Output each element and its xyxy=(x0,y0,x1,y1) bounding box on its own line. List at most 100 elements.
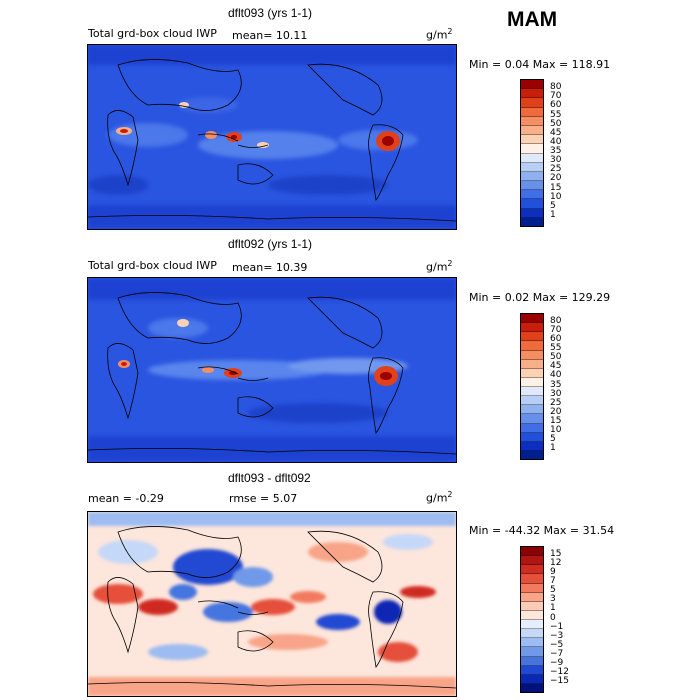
colorbar-tick-label: 1 xyxy=(550,442,556,453)
colorbar-tick-label: 5 xyxy=(550,433,556,444)
colorbar-swatch xyxy=(521,153,543,163)
panel-1-colorbar xyxy=(520,79,544,227)
colorbar-tick-label: 25 xyxy=(550,397,562,408)
panel-1-hotspots xyxy=(116,102,400,151)
colorbar-swatch xyxy=(521,350,543,360)
colorbar-swatch xyxy=(521,116,543,126)
colorbar-tick-label: −15 xyxy=(550,675,569,686)
colorbar-tick-label: 10 xyxy=(550,191,562,202)
colorbar-tick-label: 7 xyxy=(550,576,556,587)
colorbar-swatch xyxy=(521,441,543,451)
colorbar-tick-label: 10 xyxy=(550,424,562,435)
colorbar-tick-label: 50 xyxy=(550,352,562,363)
colorbar-swatch xyxy=(521,610,543,620)
colorbar-swatch xyxy=(521,217,543,226)
colorbar-tick-label: 20 xyxy=(550,406,562,417)
colorbar-swatch xyxy=(521,592,543,602)
colorbar-tick-label: −5 xyxy=(550,639,564,650)
panel-2-hotspots xyxy=(118,319,398,386)
colorbar-swatch xyxy=(521,199,543,209)
colorbar-swatch xyxy=(521,583,543,593)
panel-2-colorbar-labels: 80 70 60 55 50 45 40 35 30 25 20 15 10 5 1 xyxy=(550,313,580,458)
colorbar-swatch xyxy=(521,144,543,154)
panel-3-rmse: rmse = 5.07 xyxy=(229,492,298,505)
colorbar-swatch xyxy=(521,135,543,145)
colorbar-swatch xyxy=(521,396,543,406)
panel-3-colorbar-labels: 15 12 9 7 5 3 1 0 −1 −3 −5 −7 −9 −12 −15 xyxy=(550,546,580,691)
colorbar-tick-label: −1 xyxy=(550,621,564,632)
colorbar-tick-label: 40 xyxy=(550,136,562,147)
colorbar-swatch xyxy=(521,80,543,90)
colorbar-swatch xyxy=(521,332,543,342)
panel-3-coastlines xyxy=(88,526,456,689)
colorbar-tick-label: 0 xyxy=(550,612,556,623)
colorbar-tick-label: −7 xyxy=(550,648,564,659)
colorbar-swatch xyxy=(521,638,543,648)
colorbar-swatch xyxy=(521,125,543,136)
colorbar-tick-label: 1 xyxy=(550,603,556,614)
panel-2-variable-label: Total grd-box cloud IWP xyxy=(88,259,217,272)
panel-3-minmax: Min = -44.32 Max = 31.54 xyxy=(469,524,615,537)
panel-1-minmax: Min = 0.04 Max = 118.91 xyxy=(469,58,611,71)
colorbar-tick-label: 80 xyxy=(550,82,562,93)
colorbar-tick-label: 35 xyxy=(550,146,562,156)
colorbar-swatch xyxy=(521,98,543,108)
colorbar-tick-label: 25 xyxy=(550,164,562,175)
colorbar-swatch xyxy=(521,450,543,459)
colorbar-swatch xyxy=(521,323,543,333)
colorbar-tick-label: 30 xyxy=(550,155,562,166)
colorbar-tick-label: 80 xyxy=(550,316,562,327)
panel-2-title: dflt092 (yrs 1-1) xyxy=(228,237,313,251)
colorbar-tick-label: 30 xyxy=(550,388,562,399)
colorbar-tick-label: 70 xyxy=(550,325,562,336)
panel-1-mean: mean= 10.11 xyxy=(232,29,308,42)
panel-3-mean: mean = -0.29 xyxy=(88,492,164,505)
colorbar-swatch xyxy=(521,405,543,415)
colorbar-swatch xyxy=(521,359,543,369)
colorbar-tick-label: 40 xyxy=(550,370,562,381)
panel-2-map xyxy=(87,277,457,463)
panel-3-map xyxy=(87,511,457,697)
colorbar-tick-label: 55 xyxy=(550,109,562,120)
colorbar-swatch xyxy=(521,414,543,424)
panel-2-coastlines xyxy=(88,292,456,455)
panel-1-coastlines xyxy=(88,59,456,222)
colorbar-tick-label: 15 xyxy=(550,415,562,426)
panel-1-title: dflt093 (yrs 1-1) xyxy=(228,6,313,20)
colorbar-swatch xyxy=(521,629,543,639)
colorbar-swatch xyxy=(521,665,543,675)
colorbar-tick-label: 1 xyxy=(550,209,556,220)
colorbar-tick-label: 35 xyxy=(550,379,562,390)
colorbar-swatch xyxy=(521,432,543,442)
colorbar-tick-label: 45 xyxy=(550,127,562,138)
panel-2-units: g/m2 xyxy=(426,259,453,274)
colorbar-swatch xyxy=(521,171,543,182)
colorbar-swatch xyxy=(521,547,543,557)
colorbar-swatch xyxy=(521,387,543,397)
colorbar-tick-label: 45 xyxy=(550,361,562,372)
panel-1-colorbar-labels: 80 70 60 55 50 45 40 35 30 25 20 15 10 5 1 xyxy=(550,79,580,225)
colorbar-tick-label: 55 xyxy=(550,343,562,354)
panel-2-minmax: Min = 0.02 Max = 129.29 xyxy=(469,291,611,304)
panel-1-variable-label: Total grd-box cloud IWP xyxy=(88,27,217,40)
colorbar-swatch xyxy=(521,368,543,378)
colorbar-swatch xyxy=(521,190,543,200)
panel-2-colorbar xyxy=(520,313,544,460)
colorbar-tick-label: 5 xyxy=(550,200,556,211)
colorbar-swatch xyxy=(521,647,543,657)
colorbar-tick-label: 60 xyxy=(550,334,562,345)
panel-1-units: g/m2 xyxy=(426,27,453,42)
panel-3-units: g/m2 xyxy=(426,490,453,505)
panel-1-map xyxy=(87,44,457,230)
panel-3-colorbar xyxy=(520,546,544,693)
colorbar-swatch xyxy=(521,89,543,99)
colorbar-tick-label: 15 xyxy=(550,182,562,193)
panel-2-mean: mean= 10.39 xyxy=(232,261,308,274)
colorbar-tick-label: 5 xyxy=(550,585,556,596)
colorbar-swatch xyxy=(521,377,543,387)
colorbar-swatch xyxy=(521,556,543,566)
colorbar-tick-label: 3 xyxy=(550,594,556,605)
colorbar-swatch xyxy=(521,181,543,191)
colorbar-swatch xyxy=(521,674,543,684)
colorbar-tick-label: −3 xyxy=(550,630,564,641)
